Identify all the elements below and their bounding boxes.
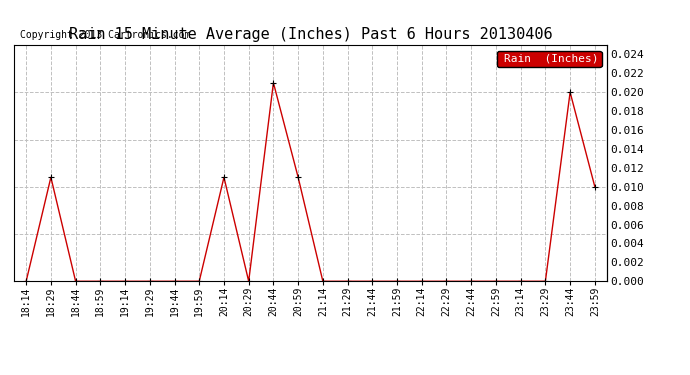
Title: Rain 15 Minute Average (Inches) Past 6 Hours 20130406: Rain 15 Minute Average (Inches) Past 6 H… [69,27,552,42]
Legend: Rain  (Inches): Rain (Inches) [497,51,602,67]
Text: Copyright 2013 Cartronics.com: Copyright 2013 Cartronics.com [20,30,190,40]
